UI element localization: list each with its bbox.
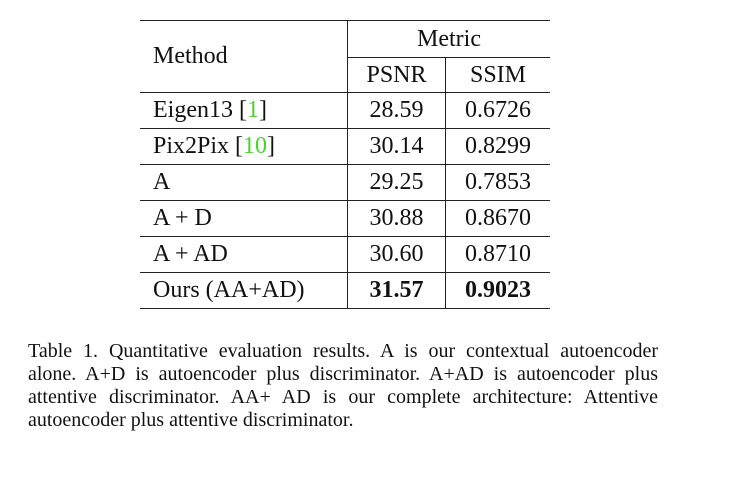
ssim-cell: 0.7853: [445, 164, 550, 201]
psnr-cell-best: 31.57: [347, 272, 446, 309]
method-cell: A: [140, 164, 348, 201]
method-cell: A + AD: [140, 236, 348, 273]
results-table: Method Metric PSNR SSIM Eigen13 [1] 28.5…: [140, 20, 550, 309]
table-subheader-row: PSNR SSIM: [140, 57, 550, 93]
method-header: Method: [140, 20, 348, 93]
method-name: Pix2Pix [: [153, 133, 244, 159]
method-cell: Eigen13 [1]: [140, 92, 348, 129]
psnr-cell: 30.60: [347, 236, 446, 273]
ssim-cell: 0.8299: [445, 128, 550, 165]
method-cell: Pix2Pix [10]: [140, 128, 348, 165]
ssim-header: SSIM: [445, 57, 550, 93]
metric-header: Metric: [347, 20, 550, 58]
method-cell: Ours (AA+AD): [140, 272, 348, 309]
table-header-row: Method Metric: [140, 20, 550, 93]
citation-bracket: ]: [267, 133, 276, 159]
table-row: A 29.25 0.7853: [140, 164, 550, 201]
table-row: Eigen13 [1] 28.59 0.6726: [140, 92, 550, 129]
psnr-cell: 28.59: [347, 92, 446, 129]
citation-link[interactable]: 10: [243, 133, 268, 159]
psnr-cell: 29.25: [347, 164, 446, 201]
ssim-cell: 0.6726: [445, 92, 550, 129]
results-table-container: Method Metric PSNR SSIM Eigen13 [1] 28.5…: [140, 20, 550, 309]
ssim-cell: 0.8670: [445, 200, 550, 237]
ssim-cell-best: 0.9023: [445, 272, 550, 309]
table-row: Ours (AA+AD) 31.57 0.9023: [140, 272, 550, 309]
table-row: A + D 30.88 0.8670: [140, 200, 550, 237]
table-caption: Table 1. Quantitative evaluation results…: [28, 340, 658, 431]
table-row: Pix2Pix [10] 30.14 0.8299: [140, 128, 550, 165]
table-row: A + AD 30.60 0.8710: [140, 236, 550, 273]
method-name: Eigen13 [: [153, 97, 247, 123]
method-cell: A + D: [140, 200, 348, 237]
citation-bracket: ]: [258, 97, 267, 123]
psnr-cell: 30.88: [347, 200, 446, 237]
ssim-cell: 0.8710: [445, 236, 550, 273]
psnr-header: PSNR: [347, 57, 446, 93]
psnr-cell: 30.14: [347, 128, 446, 165]
citation-link[interactable]: 1: [246, 97, 259, 123]
